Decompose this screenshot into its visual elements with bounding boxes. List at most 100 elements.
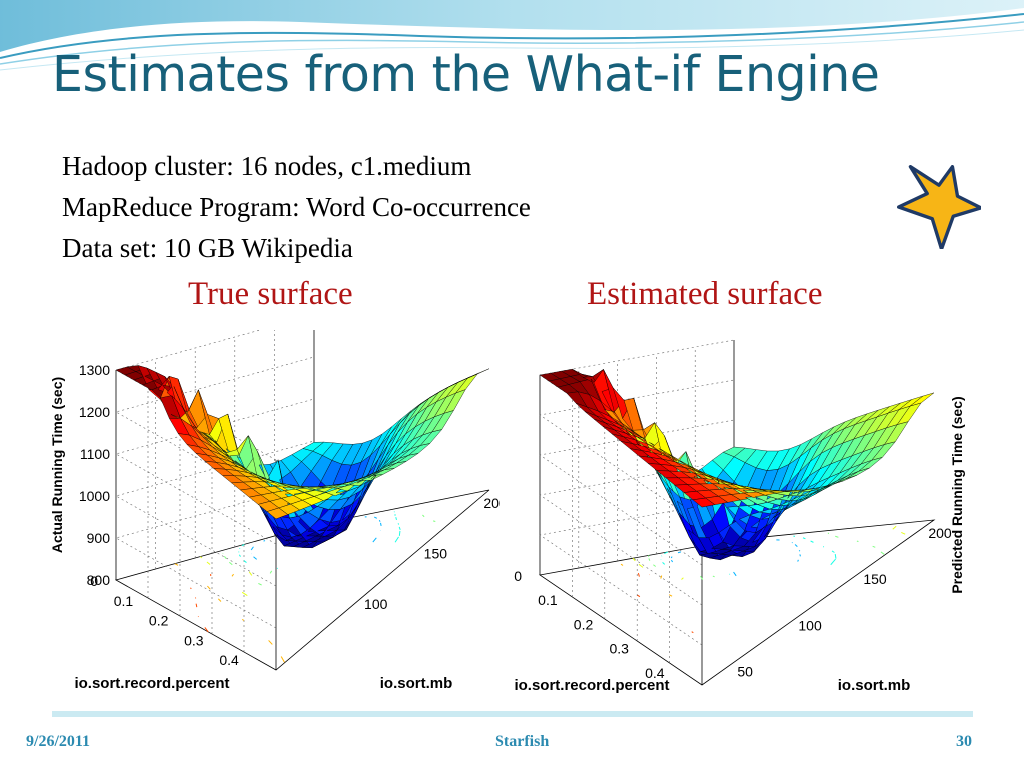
- contour-segment: [241, 591, 248, 597]
- contour-segment: [681, 577, 684, 580]
- contour-segment: [238, 554, 241, 557]
- contour-segment: [668, 594, 673, 597]
- contour-segment: [174, 563, 179, 566]
- y-tick-label: 200: [928, 525, 952, 541]
- contour-segment: [268, 640, 273, 645]
- surface-patch: [467, 368, 490, 379]
- contour-segment: [794, 544, 798, 548]
- axis-labels: 0 0.1 0.2 0.3 0.4 200 150 100 800 900 1000 1100 1200…: [49, 362, 500, 692]
- z-tick-label: 1200: [79, 404, 110, 420]
- x-tick-label: 0.4: [219, 652, 239, 668]
- footer-center-label: Starfish: [495, 733, 550, 750]
- z-tick-label: 800: [87, 572, 111, 588]
- contour-segment: [810, 540, 814, 543]
- contour-segment: [372, 537, 377, 543]
- x-axis-label: io.sort.record.percent: [514, 677, 669, 694]
- page-number: 30: [956, 733, 972, 750]
- contour-segment: [397, 523, 400, 525]
- x-tick-label: 0: [90, 573, 98, 589]
- contour-segment: [217, 598, 222, 602]
- contour-segment: [394, 536, 399, 543]
- contour-segment: [207, 585, 211, 590]
- grid-line: [539, 379, 735, 526]
- y-axis-label: io.sort.mb: [380, 675, 453, 692]
- contour-segment: [632, 557, 636, 562]
- x-axis-label: io.sort.record.percent: [74, 675, 229, 692]
- contour-segment: [835, 535, 839, 538]
- contour-segment: [712, 575, 715, 578]
- true-surface-svg: 0 0.1 0.2 0.3 0.4 200 150 100 800 900 1000 1100 1200…: [49, 330, 500, 692]
- contour-segment: [798, 550, 801, 552]
- contour-segment: [892, 525, 897, 530]
- surface-patch: [909, 392, 935, 407]
- contour-segment: [231, 573, 234, 577]
- contour-segment: [228, 561, 233, 566]
- contour-segment: [799, 554, 801, 557]
- y-tick-label: 100: [798, 617, 822, 633]
- estimated-surface-heading: Estimated surface: [587, 276, 823, 312]
- grid-line: [539, 499, 735, 646]
- grid-line: [115, 482, 315, 629]
- contour-segment: [258, 582, 262, 586]
- true-surface-heading: True surface: [188, 276, 353, 312]
- estimated-surface-svg: 0 0.1 0.2 0.3 0.4 200 150 100 50 io.sort.record.p…: [514, 339, 965, 694]
- contour-segment: [280, 656, 285, 663]
- estimated-surface-plot: 0 0.1 0.2 0.3 0.4 200 150 100 50 io.sort.record.p…: [494, 330, 980, 702]
- contour-segment: [206, 561, 211, 565]
- contour-segment: [422, 514, 425, 518]
- surface-mesh: [539, 368, 935, 561]
- contour-segment: [241, 618, 245, 621]
- y-tick-label: 200: [483, 495, 500, 511]
- grid-line: [115, 398, 315, 545]
- contour-segment: [637, 572, 640, 577]
- dataset-info-line: Data set: 10 GB Wikipedia: [62, 233, 353, 263]
- contour-segment: [653, 564, 656, 567]
- contour-segment: [253, 556, 257, 560]
- contour-segment: [802, 537, 806, 540]
- contour-segment: [395, 517, 397, 521]
- contour-segment: [269, 570, 273, 574]
- z-axis-label: Predicted Running Time (sec): [949, 396, 965, 593]
- contour-segment: [660, 575, 663, 579]
- grid-line: [539, 459, 735, 606]
- x-tick-label: 0: [514, 568, 522, 584]
- z-axis-label: Actual Running Time (sec): [49, 377, 65, 553]
- contour-segment: [691, 631, 694, 634]
- contour-segment: [204, 627, 209, 633]
- contour-segment: [250, 546, 254, 551]
- contour-segment: [670, 556, 673, 559]
- x-tick-label: 0.4: [645, 665, 665, 681]
- contour-segment: [663, 551, 669, 555]
- contour-segment: [248, 571, 253, 576]
- contour-segment: [648, 558, 651, 561]
- contour-segment: [380, 522, 382, 527]
- contour-segment: [733, 571, 737, 577]
- contour-segment: [880, 551, 885, 555]
- x-tick-label: 0.2: [574, 616, 594, 632]
- contour-segment: [398, 530, 401, 536]
- z-tick-label: 1000: [79, 488, 110, 504]
- x-tick-label: 0.3: [609, 641, 629, 657]
- contour-segment: [677, 551, 682, 554]
- contour-segment: [241, 543, 245, 547]
- contour-segment: [199, 556, 203, 559]
- x-tick-label: 0.1: [114, 593, 134, 609]
- z-tick-label: 1100: [80, 446, 110, 462]
- contour-segment: [637, 594, 641, 598]
- contour-segment: [374, 516, 378, 519]
- experiment-info: Hadoop cluster: 16 nodes, c1.medium MapR…: [62, 146, 531, 269]
- z-tick-label: 1300: [79, 362, 110, 378]
- contour-projection: [174, 511, 436, 663]
- contour-projection: [620, 525, 906, 634]
- star-icon: [897, 165, 981, 249]
- contour-segment: [700, 575, 704, 580]
- contour-segment: [195, 603, 198, 608]
- y-axis-label: io.sort.mb: [838, 677, 911, 694]
- contour-segment: [831, 550, 835, 553]
- axis-labels: 0 0.1 0.2 0.3 0.4 200 150 100 50 io.sort.record.p…: [514, 396, 965, 694]
- y-tick-label: 100: [364, 596, 388, 612]
- true-surface-plot: 0 0.1 0.2 0.3 0.4 200 150 100 800 900 1000 1100 1200…: [44, 330, 500, 702]
- slide-title: Estimates from the What-if Engine: [52, 46, 880, 103]
- contour-segment: [223, 555, 227, 559]
- contour-segment: [872, 545, 876, 548]
